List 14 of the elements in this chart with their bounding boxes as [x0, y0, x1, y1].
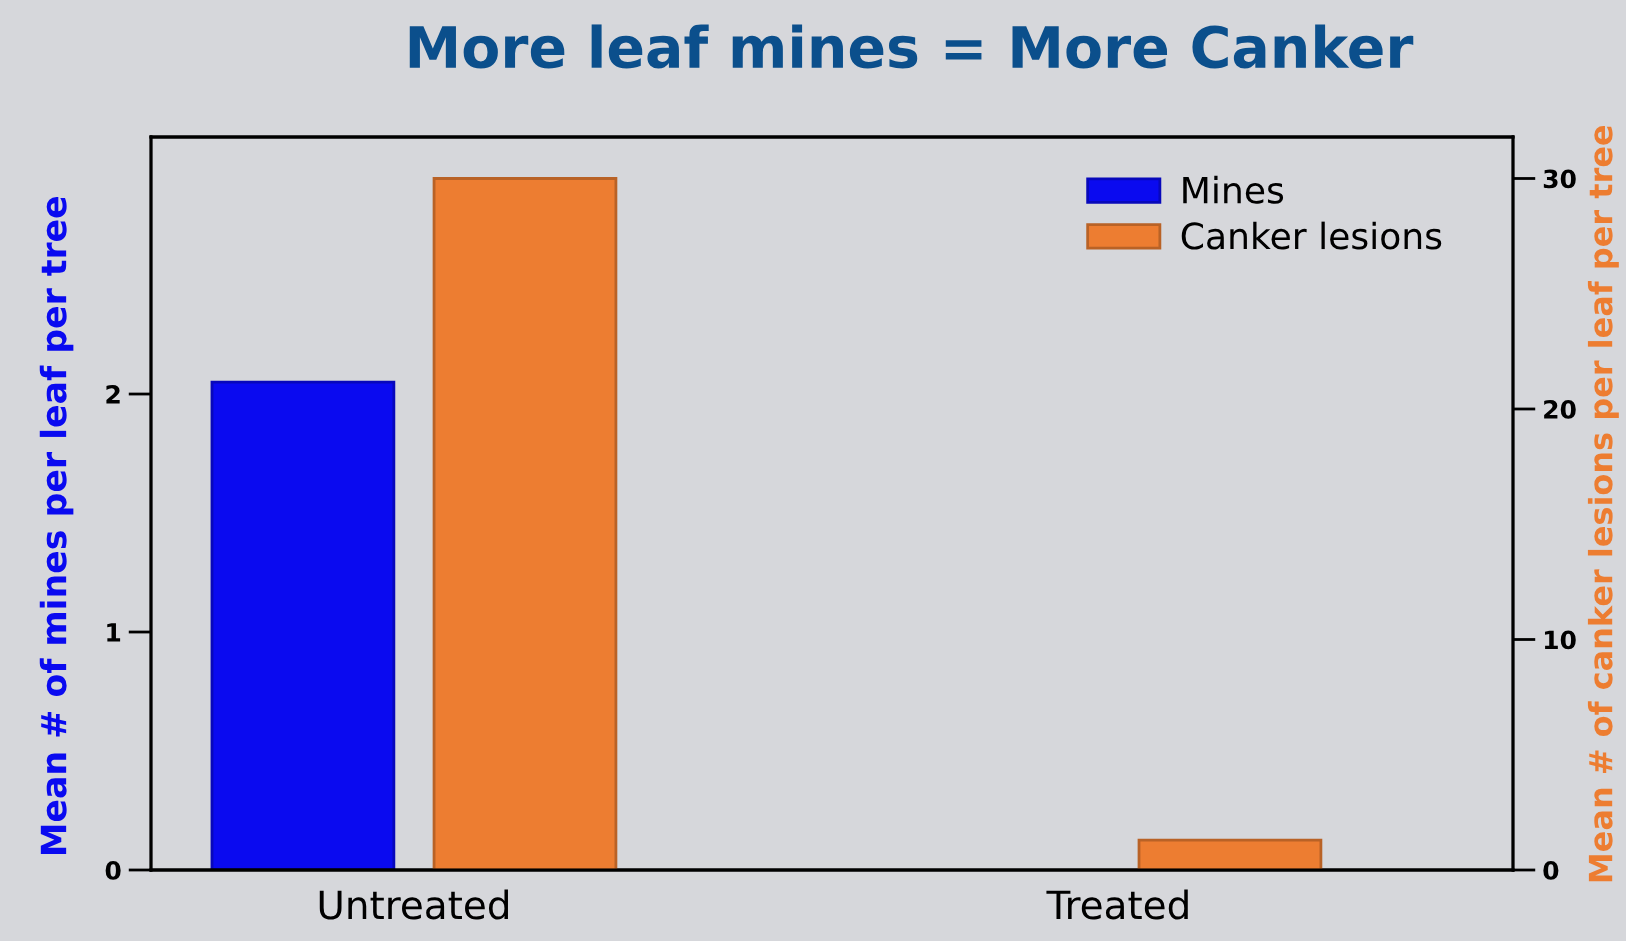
y2-tick-label: 0: [1543, 860, 1559, 880]
y2-axis-title: Mean # of canker lesions per leaf per tree: [1587, 125, 1619, 882]
x-tick-label: Untreated: [319, 889, 508, 920]
y2-tick-label: 30: [1543, 169, 1576, 189]
y2-tick-label: 10: [1544, 630, 1576, 650]
legend-label: Canker lesions: [1181, 221, 1442, 250]
x-tick-label: Treated: [1046, 889, 1188, 920]
y-tick-label: 2: [106, 384, 120, 404]
legend-label: Mines: [1183, 175, 1284, 204]
y-tick-label: 1: [107, 623, 121, 642]
chart-title: More leaf mines = More Canker: [409, 24, 1414, 69]
y2-tick-label: 20: [1544, 399, 1576, 419]
y-axis-title: Mean # of mines per leaf per tree: [39, 197, 74, 854]
y-tick-label: 0: [105, 860, 121, 880]
